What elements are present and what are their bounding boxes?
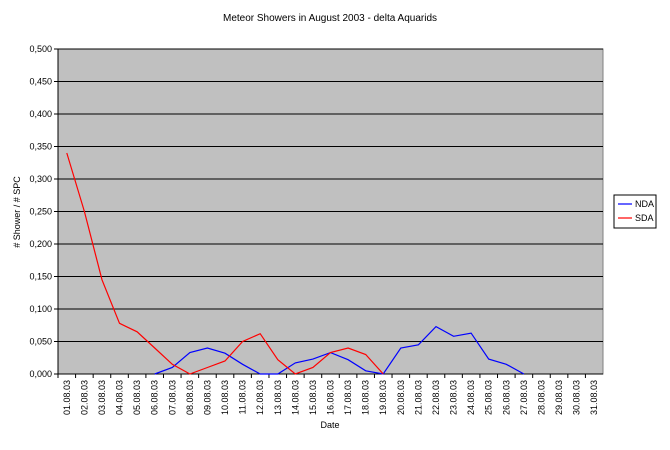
y-tick-label: 0,500 — [29, 44, 52, 54]
x-tick-label: 22.08.03 — [431, 380, 441, 415]
x-tick-label: 29.08.03 — [554, 380, 564, 415]
x-tick-label: 09.08.03 — [202, 380, 212, 415]
y-tick-label: 0,400 — [29, 109, 52, 119]
y-tick-label: 0,100 — [29, 304, 52, 314]
x-tick-label: 17.08.03 — [343, 380, 353, 415]
x-tick-label: 13.08.03 — [273, 380, 283, 415]
x-tick-label: 05.08.03 — [132, 380, 142, 415]
y-tick-label: 0,150 — [29, 272, 52, 282]
x-tick-label: 25.08.03 — [484, 380, 494, 415]
y-tick-label: 0,000 — [29, 369, 52, 379]
y-axis-title: # Shower / # SPC — [12, 176, 22, 248]
x-tick-label: 31.08.03 — [589, 380, 599, 415]
x-tick-label: 11.08.03 — [238, 380, 248, 414]
legend-box — [613, 194, 657, 229]
x-tick-label: 12.08.03 — [255, 380, 265, 415]
legend-label: NDA — [635, 199, 654, 209]
y-tick-label: 0,200 — [29, 239, 52, 249]
x-tick-label: 30.08.03 — [572, 380, 582, 415]
x-tick-label: 04.08.03 — [115, 380, 125, 415]
x-tick-label: 24.08.03 — [466, 380, 476, 415]
x-tick-label: 03.08.03 — [97, 380, 107, 415]
series-line — [66, 152, 384, 375]
x-tick-label: 10.08.03 — [220, 380, 230, 415]
x-tick-label: 20.08.03 — [396, 380, 406, 415]
x-tick-label: 19.08.03 — [378, 380, 388, 415]
legend-label: SDA — [635, 213, 654, 223]
x-tick-label: 01.08.03 — [62, 380, 72, 415]
x-tick-label: 27.08.03 — [519, 380, 529, 415]
x-tick-label: 26.08.03 — [501, 380, 511, 415]
x-tick-label: 21.08.03 — [413, 380, 423, 415]
x-tick-label: 02.08.03 — [79, 380, 89, 415]
y-tick-label: 0,250 — [29, 207, 52, 217]
x-tick-label: 08.08.03 — [185, 380, 195, 415]
x-tick-label: 07.08.03 — [167, 380, 177, 415]
x-tick-label: 23.08.03 — [449, 380, 459, 415]
x-tick-label: 28.08.03 — [536, 380, 546, 415]
y-tick-label: 0,050 — [29, 337, 52, 347]
x-tick-label: 18.08.03 — [361, 380, 371, 415]
y-tick-label: 0,300 — [29, 174, 52, 184]
x-tick-label: 06.08.03 — [150, 380, 160, 415]
y-tick-label: 0,450 — [29, 77, 52, 87]
x-tick-label: 14.08.03 — [290, 380, 300, 415]
x-tick-label: 16.08.03 — [326, 380, 336, 415]
series-line — [154, 325, 525, 375]
x-axis-title: Date — [320, 420, 339, 430]
x-tick-label: 15.08.03 — [308, 380, 318, 415]
y-tick-label: 0,350 — [29, 142, 52, 152]
chart-title: Meteor Showers in August 2003 - delta Aq… — [223, 13, 437, 24]
